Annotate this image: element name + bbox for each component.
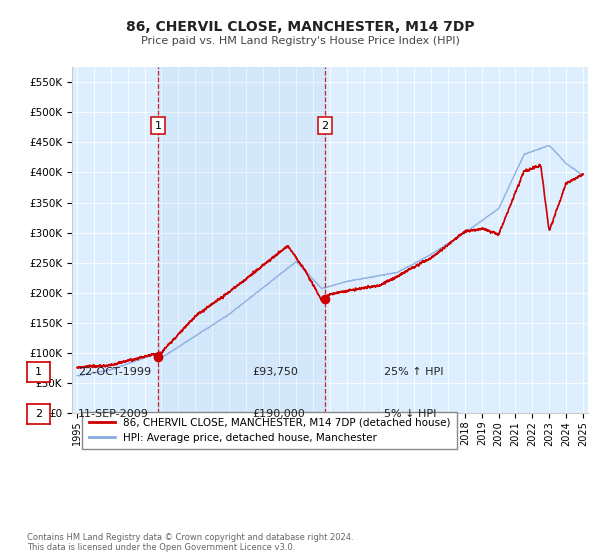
Text: £93,750: £93,750: [252, 367, 298, 377]
Text: 2: 2: [322, 120, 329, 130]
Text: 5% ↓ HPI: 5% ↓ HPI: [384, 409, 436, 419]
Text: 25% ↑ HPI: 25% ↑ HPI: [384, 367, 443, 377]
Text: Contains HM Land Registry data © Crown copyright and database right 2024.: Contains HM Land Registry data © Crown c…: [27, 533, 353, 542]
Text: Price paid vs. HM Land Registry's House Price Index (HPI): Price paid vs. HM Land Registry's House …: [140, 36, 460, 46]
Text: 11-SEP-2009: 11-SEP-2009: [78, 409, 149, 419]
Text: 1: 1: [35, 367, 42, 377]
Bar: [158, 67, 325, 413]
Text: 2: 2: [35, 409, 42, 419]
Text: 1: 1: [154, 120, 161, 130]
Text: 86, CHERVIL CLOSE, MANCHESTER, M14 7DP: 86, CHERVIL CLOSE, MANCHESTER, M14 7DP: [125, 20, 475, 34]
Text: 22-OCT-1999: 22-OCT-1999: [78, 367, 151, 377]
Legend: 86, CHERVIL CLOSE, MANCHESTER, M14 7DP (detached house), HPI: Average price, det: 86, CHERVIL CLOSE, MANCHESTER, M14 7DP (…: [82, 412, 457, 449]
Text: This data is licensed under the Open Government Licence v3.0.: This data is licensed under the Open Gov…: [27, 543, 295, 552]
Text: £190,000: £190,000: [252, 409, 305, 419]
